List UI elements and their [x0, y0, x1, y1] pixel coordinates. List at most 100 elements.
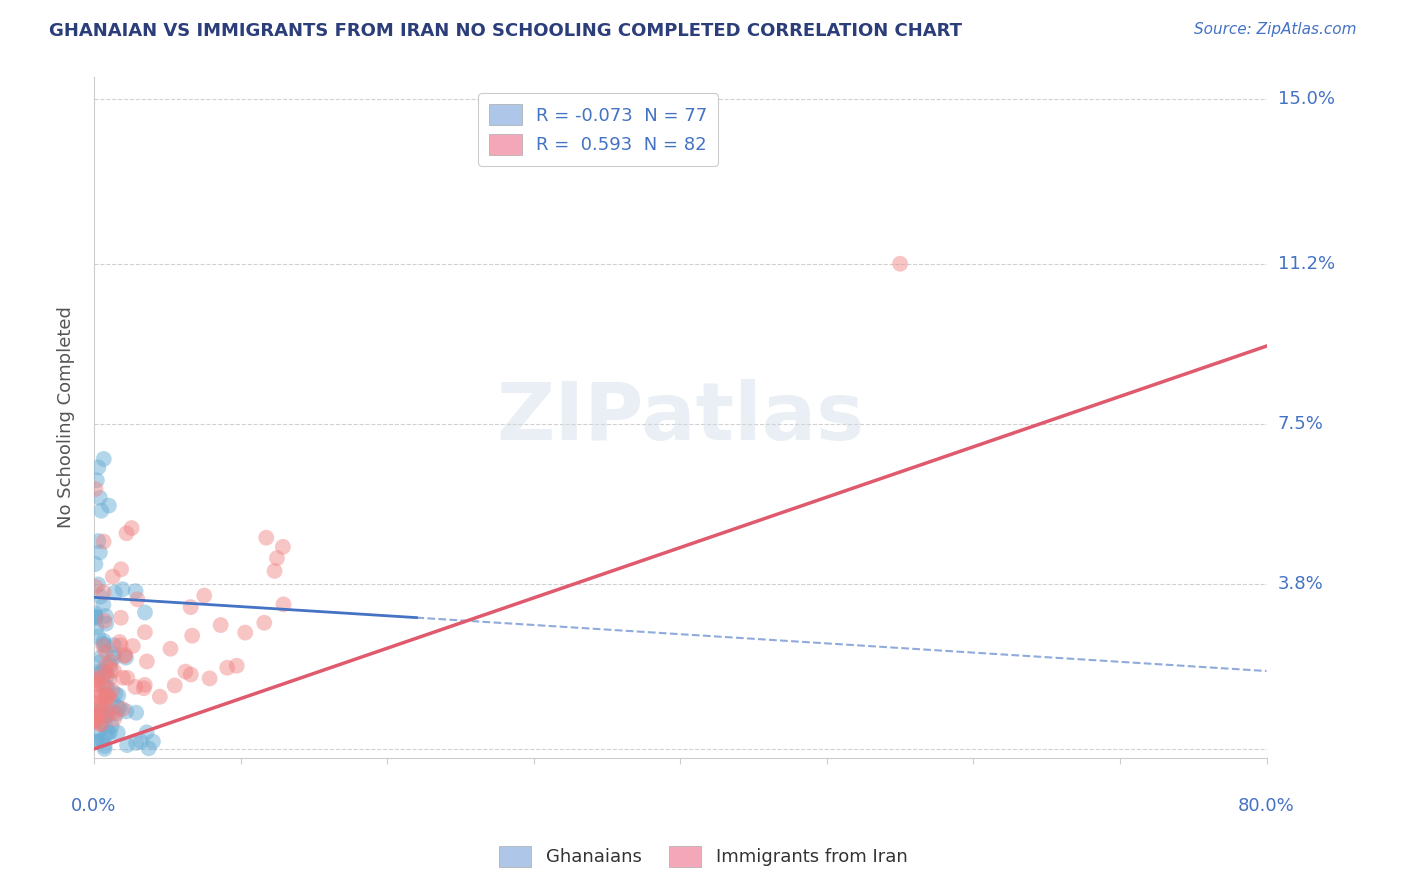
Point — [87, 630, 110, 644]
Point — [94, 691, 117, 706]
Point — [86, 711, 108, 725]
Point — [94, 608, 117, 623]
Point — [89, 706, 111, 721]
Point — [103, 712, 125, 726]
Point — [127, 592, 149, 607]
Point — [93, 742, 115, 756]
Point — [104, 687, 127, 701]
Point — [253, 615, 276, 630]
Point — [87, 710, 110, 724]
Point — [90, 590, 112, 604]
Point — [84, 611, 107, 625]
Point — [98, 690, 121, 704]
Point — [100, 663, 122, 677]
Point — [87, 667, 110, 681]
Point — [91, 671, 114, 685]
Point — [89, 700, 111, 714]
Point — [138, 741, 160, 756]
Point — [86, 725, 108, 739]
Point — [91, 639, 114, 653]
Point — [93, 585, 115, 599]
Point — [180, 667, 202, 681]
Point — [84, 557, 107, 571]
Point — [91, 714, 114, 729]
Point — [135, 725, 157, 739]
Point — [134, 678, 156, 692]
Point — [94, 638, 117, 652]
Point — [91, 733, 114, 747]
Point — [94, 680, 117, 694]
Point — [101, 683, 124, 698]
Point — [93, 534, 115, 549]
Point — [105, 706, 128, 721]
Point — [110, 611, 132, 625]
Point — [94, 718, 117, 732]
Point — [108, 701, 131, 715]
Point — [266, 551, 288, 566]
Point — [233, 625, 256, 640]
Point — [115, 526, 138, 541]
Point — [94, 688, 117, 702]
Point — [121, 639, 143, 653]
Point — [108, 635, 131, 649]
Point — [110, 562, 132, 576]
Point — [135, 655, 157, 669]
Point — [96, 691, 118, 706]
Point — [134, 625, 156, 640]
Point — [115, 704, 138, 718]
Text: 0.0%: 0.0% — [72, 797, 117, 814]
Point — [96, 665, 118, 680]
Text: 80.0%: 80.0% — [1239, 797, 1295, 814]
Point — [86, 621, 108, 635]
Point — [181, 629, 204, 643]
Point — [89, 655, 111, 669]
Point — [91, 702, 114, 716]
Point — [100, 719, 122, 733]
Point — [174, 665, 197, 679]
Text: 15.0%: 15.0% — [1278, 90, 1334, 108]
Point — [254, 531, 277, 545]
Point — [98, 673, 121, 687]
Point — [86, 707, 108, 722]
Point — [103, 648, 125, 662]
Point — [125, 706, 148, 720]
Point — [159, 641, 181, 656]
Point — [93, 614, 115, 628]
Point — [107, 725, 129, 739]
Point — [132, 681, 155, 696]
Point — [86, 712, 108, 726]
Point — [84, 609, 107, 624]
Point — [84, 673, 107, 687]
Point — [103, 638, 125, 652]
Point — [124, 680, 146, 694]
Point — [90, 717, 112, 731]
Point — [89, 491, 111, 505]
Legend: Ghanaians, Immigrants from Iran: Ghanaians, Immigrants from Iran — [492, 838, 914, 874]
Point — [93, 598, 115, 612]
Point — [84, 704, 107, 718]
Point — [115, 738, 138, 752]
Point — [87, 678, 110, 692]
Point — [100, 655, 122, 669]
Point — [93, 633, 115, 648]
Point — [89, 545, 111, 559]
Point — [91, 696, 114, 710]
Point — [149, 690, 172, 704]
Point — [84, 670, 107, 684]
Point — [84, 482, 107, 496]
Point — [84, 676, 107, 690]
Point — [90, 504, 112, 518]
Point — [263, 564, 285, 578]
Point — [93, 665, 115, 680]
Point — [84, 609, 107, 624]
Point — [134, 606, 156, 620]
Y-axis label: No Schooling Completed: No Schooling Completed — [58, 307, 75, 528]
Point — [271, 540, 294, 554]
Point — [97, 499, 120, 513]
Point — [89, 711, 111, 725]
Point — [103, 706, 125, 720]
Point — [115, 650, 138, 665]
Point — [87, 577, 110, 591]
Point — [180, 600, 202, 615]
Point — [124, 584, 146, 599]
